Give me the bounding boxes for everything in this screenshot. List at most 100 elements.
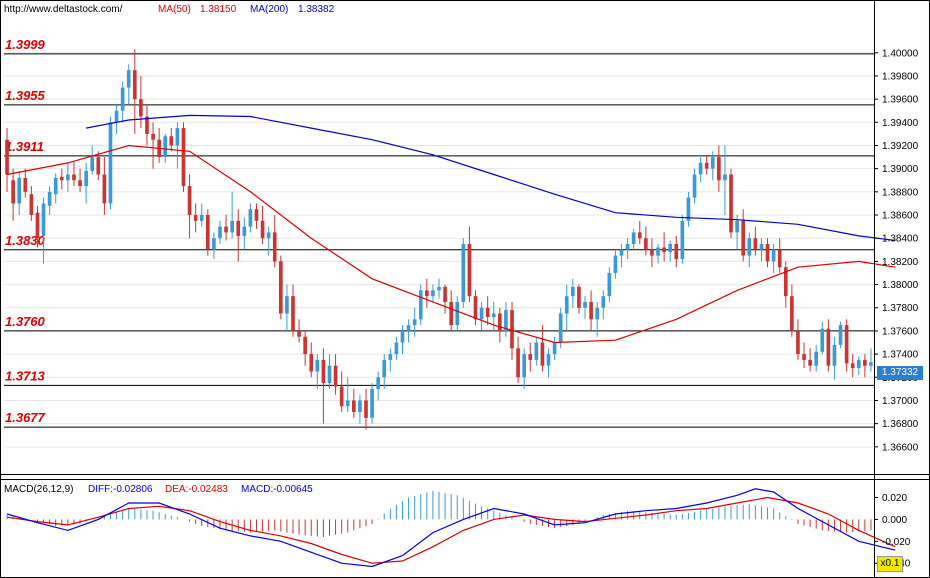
candle-body (418, 290, 423, 320)
y-tick-label: 1.38600 (882, 211, 919, 222)
candle-body (656, 247, 660, 256)
candle-body (571, 286, 575, 297)
candle (327, 354, 332, 389)
candle (522, 348, 526, 389)
ma200-legend-label: MA(200) (250, 4, 289, 15)
candle-body (698, 162, 703, 175)
source-url[interactable]: http://www.deltastock.com/ (4, 4, 123, 15)
candle-body (516, 348, 520, 378)
candle-body (120, 87, 125, 111)
macd-tick-label: 0.020 (882, 493, 907, 504)
candle (418, 284, 423, 326)
candle (443, 284, 447, 314)
candle-body (534, 342, 539, 360)
ma50-line (6, 144, 896, 344)
candle-body (224, 226, 228, 233)
level-label: 1.3713 (5, 368, 46, 383)
candle-body (242, 226, 247, 236)
candle (84, 162, 88, 204)
candle-body (205, 215, 210, 250)
candle-body (66, 174, 70, 181)
ma50-legend-label: MA(50) (158, 4, 191, 15)
candle (729, 168, 733, 239)
candle (352, 388, 356, 418)
candle (345, 377, 350, 413)
candle-body (425, 290, 429, 297)
candle (826, 319, 831, 372)
candle (41, 197, 46, 264)
candle-body (175, 128, 180, 146)
candle-body (753, 238, 758, 250)
candle-body (41, 203, 46, 236)
candle (838, 321, 843, 349)
candle-body (199, 215, 204, 221)
candle-body (595, 307, 600, 320)
candlesticks (5, 49, 873, 430)
candle (485, 296, 490, 326)
zoom-badge[interactable]: x0.1 (877, 556, 903, 572)
level-lines: 1.3999 1.3955 1.3911 1.3830 1.3760 1.3713 1.36… (4, 37, 874, 428)
ma50-legend-value: 1.38150 (200, 4, 237, 15)
candle-body (181, 128, 186, 187)
candle (650, 238, 654, 268)
candle-body (139, 99, 143, 117)
candle-body (388, 354, 393, 360)
y-tick-label: 1.38400 (882, 234, 919, 245)
candle-body (126, 70, 131, 88)
candle (528, 342, 533, 372)
candle-body (741, 220, 746, 256)
candle (11, 168, 15, 221)
candle (278, 255, 283, 320)
candle (869, 348, 873, 372)
candle (753, 226, 758, 256)
candle (236, 209, 241, 262)
candle (783, 261, 788, 308)
candle (425, 278, 429, 308)
candle (382, 354, 387, 389)
candle (589, 290, 593, 331)
candle (790, 284, 794, 337)
candle (17, 170, 22, 216)
candle-body (35, 212, 40, 239)
candle-body (735, 220, 739, 233)
candle-body (498, 313, 502, 331)
candle (473, 290, 478, 326)
candle-body (838, 325, 843, 345)
candle (412, 307, 417, 337)
candle-body (394, 342, 399, 355)
candle (571, 278, 575, 308)
candle (370, 383, 374, 424)
candle-body (431, 290, 435, 297)
candle-body (230, 220, 234, 233)
candle-body (637, 232, 642, 239)
candle-body (479, 307, 484, 320)
candle-body (254, 209, 259, 221)
candle-body (558, 313, 563, 343)
candle-body (473, 296, 478, 320)
candle (376, 371, 380, 401)
candle-body (364, 400, 368, 418)
candle (449, 290, 453, 331)
y-tick-label: 1.39000 (882, 164, 919, 175)
candle-body (564, 296, 569, 314)
candle (151, 122, 155, 169)
candle (601, 290, 606, 320)
candle (224, 215, 228, 241)
candle-body (455, 301, 460, 326)
candle-body (790, 296, 794, 331)
candle-body (212, 238, 216, 250)
candle-body (485, 307, 490, 318)
candle-body (528, 354, 533, 360)
candle (802, 342, 806, 369)
candle (78, 168, 82, 192)
candle (193, 203, 198, 233)
candle (394, 336, 399, 360)
candle (266, 226, 271, 256)
y-tick-label: 1.36800 (882, 419, 919, 430)
candle (686, 191, 691, 227)
candle-body (826, 328, 831, 366)
macd-title: MACD(26,12,9) (4, 484, 74, 495)
candle (491, 301, 496, 331)
candle (5, 128, 9, 192)
level-label: 1.3760 (5, 314, 46, 329)
